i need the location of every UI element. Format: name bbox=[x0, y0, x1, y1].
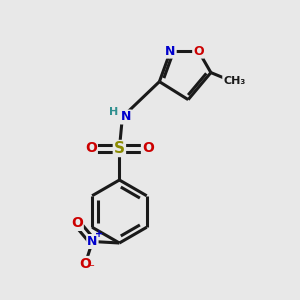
Text: N: N bbox=[87, 235, 98, 248]
Text: N: N bbox=[121, 110, 131, 124]
Text: O: O bbox=[142, 142, 154, 155]
Text: N: N bbox=[165, 45, 176, 58]
Text: +: + bbox=[95, 229, 103, 239]
Text: O: O bbox=[79, 257, 91, 271]
Text: O: O bbox=[193, 45, 204, 58]
Text: O: O bbox=[71, 216, 83, 230]
Text: ⁻: ⁻ bbox=[88, 263, 94, 273]
Text: H: H bbox=[110, 107, 118, 117]
Text: CH₃: CH₃ bbox=[223, 76, 245, 86]
Text: S: S bbox=[114, 141, 125, 156]
Text: O: O bbox=[85, 142, 97, 155]
